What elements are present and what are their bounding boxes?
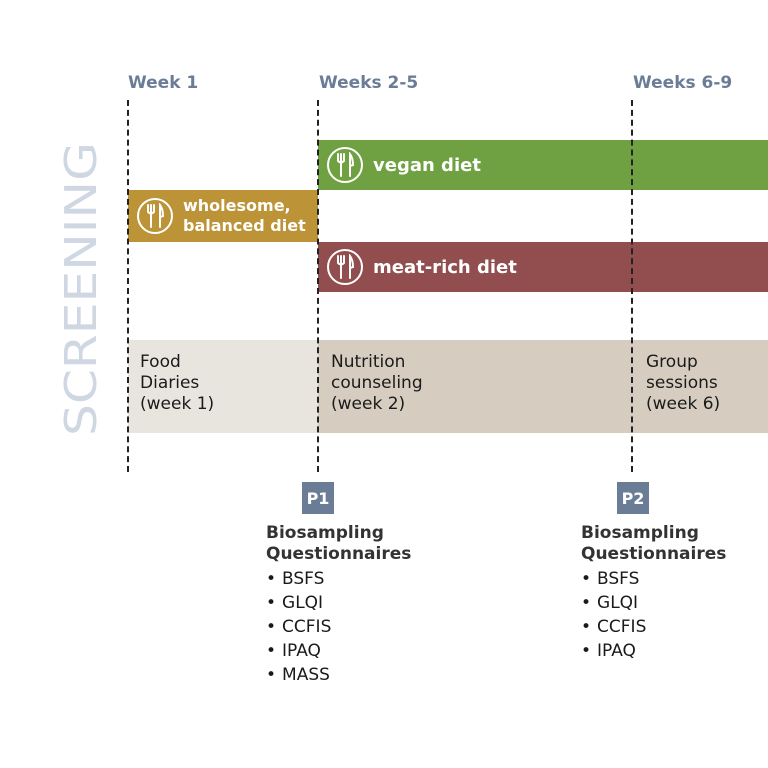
nutrition-counseling-text: Nutrition counseling (week 2) [331,352,423,415]
p1-heading-1: Biosampling [266,523,384,543]
main-band [318,340,768,433]
list-item: GLQI [581,591,726,615]
week-6-divider [631,100,633,472]
nutrition-line-1: Nutrition [331,352,406,372]
fork-knife-icon [327,249,363,285]
fork-knife-icon [327,147,363,183]
p1-marker: P1 [302,482,334,514]
list-item: IPAQ [266,639,411,663]
fork-knife-icon [137,198,173,234]
vegan-diet-bar: vegan diet [318,140,768,190]
p2-list: BSFS GLQI CCFIS IPAQ [581,567,726,663]
list-item: MASS [266,663,411,687]
nutrition-line-2: counseling [331,373,423,393]
p2-marker: P2 [617,482,649,514]
group-line-3: (week 6) [646,394,721,414]
week-2-divider [317,100,319,472]
p1-list: BSFS GLQI CCFIS IPAQ MASS [266,567,411,687]
group-line-1: Group [646,352,698,372]
meat-rich-diet-label: meat-rich diet [373,256,517,278]
p2-procedures: Biosampling Questionnaires BSFS GLQI CCF… [581,523,726,663]
food-diaries-line-3: (week 1) [140,394,215,414]
list-item: IPAQ [581,639,726,663]
screening-label: SCREENING [56,140,106,436]
p1-heading-2: Questionnaires [266,544,412,564]
wholesome-diet-bar: wholesome, balanced diet [128,190,318,242]
week-1-band [128,340,318,433]
wholesome-diet-label: wholesome, balanced diet [183,196,306,236]
wholesome-line-1: wholesome, [183,196,291,215]
food-diaries-text: Food Diaries (week 1) [140,352,214,415]
screening-text: SCREENING [56,142,106,436]
food-diaries-line-1: Food [140,352,181,372]
meat-rich-diet-bar: meat-rich diet [318,242,768,292]
p2-heading-1: Biosampling [581,523,699,543]
vegan-diet-label: vegan diet [373,154,481,176]
p2-heading-2: Questionnaires [581,544,727,564]
food-diaries-line-2: Diaries [140,373,200,393]
week-1-label: Week 1 [128,73,199,93]
list-item: BSFS [266,567,411,591]
wholesome-line-2: balanced diet [183,216,306,235]
list-item: BSFS [581,567,726,591]
list-item: GLQI [266,591,411,615]
group-sessions-text: Group sessions (week 6) [646,352,720,415]
weeks-6-9-label: Weeks 6-9 [633,73,733,93]
weeks-2-5-label: Weeks 2-5 [319,73,419,93]
group-line-2: sessions [646,373,718,393]
p1-procedures: Biosampling Questionnaires BSFS GLQI CCF… [266,523,411,687]
list-item: CCFIS [266,615,411,639]
list-item: CCFIS [581,615,726,639]
nutrition-line-3: (week 2) [331,394,406,414]
week-1-divider [127,100,129,472]
